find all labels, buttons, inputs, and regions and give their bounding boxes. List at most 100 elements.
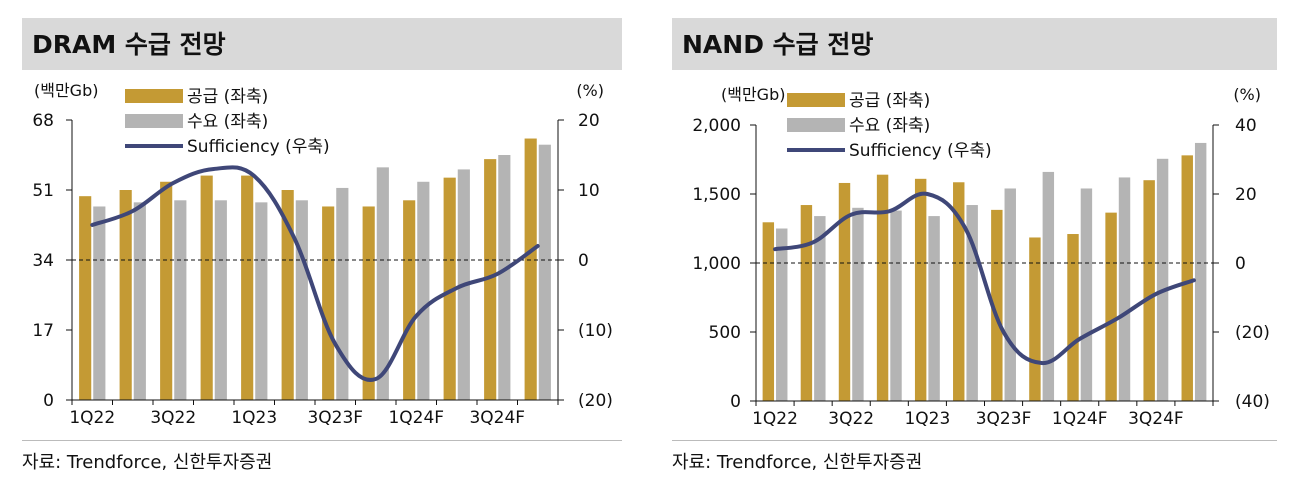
legend-sufficiency-label: Sufficiency (우축) [849,141,992,161]
demand-bar [336,187,349,400]
right-tick-label: 0 [578,251,589,271]
demand-bar [133,202,146,400]
left-axis-unit: (백만Gb) [34,81,98,100]
left-tick-label: 0 [730,392,741,412]
supply-bar [281,190,294,400]
right-axis-unit: (%) [576,81,604,100]
x-tick-label: 3Q23F [307,408,363,428]
supply-bar [1067,234,1079,401]
sufficiency-line [90,165,540,382]
left-axis-unit: (백만Gb) [721,85,785,104]
supply-bar [1105,212,1117,401]
supply-bar [991,209,1003,401]
right-tick-label: (20) [1235,323,1270,343]
supply-bar [403,200,416,400]
demand-bar [376,167,389,400]
demand-bar [890,210,902,401]
demand-bar [498,155,511,400]
left-tick-label: 2,000 [692,116,741,136]
supply-bar [524,138,537,400]
left-tick-label: 0 [43,391,54,411]
legend-demand-swatch [125,114,183,128]
right-tick-label: (40) [1235,392,1270,412]
demand-bar [538,144,551,400]
left-tick-label: 34 [32,251,54,271]
right-axis-unit: (%) [1233,85,1261,104]
x-tick-label: 3Q23F [976,409,1032,429]
x-tick-label: 1Q24F [1052,409,1108,429]
dram-chart: (백만Gb) (%) 0 17 34 51 68 (20) (10) 0 10 20 1Q22 3Q22 1… [32,81,613,428]
supply-bar [876,174,889,401]
legend-supply-label: 공급 (좌축) [849,91,930,111]
right-tick-label: 40 [1235,116,1257,136]
right-tick-label: 10 [578,181,600,201]
demand-bar [928,216,940,401]
right-tick-label: 0 [1235,254,1246,274]
demand-bar [417,181,430,400]
demand-bar [1156,158,1169,401]
left-tick-label: 1,500 [692,185,741,205]
legend-demand-label: 수요 (좌축) [187,112,268,132]
supply-bar [1143,180,1155,401]
supply-bar [1029,237,1041,401]
supply-bar [914,178,927,401]
demand-bar [214,200,227,400]
right-tick-label: 20 [578,111,600,131]
demand-bar [1080,188,1093,401]
supply-bar [838,182,851,401]
demand-bar [776,228,788,401]
supply-bar [160,181,173,400]
demand-bar [1118,177,1131,401]
dram-divider [22,440,622,441]
supply-bar [322,206,335,400]
legend-sufficiency-label: Sufficiency (우축) [187,137,330,157]
x-tick-label: 1Q23 [904,409,950,429]
dram-source: 자료: Trendforce, 신한투자증권 [22,452,273,473]
nand-chart-title: NAND 수급 전망 [672,18,1277,70]
right-tick-label: (20) [578,391,613,411]
demand-bar [814,216,826,401]
nand-divider [672,440,1277,441]
supply-bar [484,159,497,400]
demand-bar [1194,142,1207,401]
left-tick-label: 500 [709,323,741,343]
demand-bar [1004,188,1016,401]
legend-demand-label: 수요 (좌축) [849,116,930,136]
legend-supply-label: 공급 (좌축) [187,87,268,107]
left-tick-label: 17 [32,321,54,341]
legend-supply-swatch [125,89,183,103]
sufficiency-line [773,191,1196,366]
x-tick-label: 3Q22 [150,408,196,428]
nand-chart: (백만Gb) (%) 0 500 1,000 1,500 2,000 (40) (20) 0 20 4… [692,85,1270,429]
supply-bar [241,175,254,400]
x-tick-label: 3Q22 [828,409,874,429]
supply-bar [443,177,456,400]
left-tick-label: 68 [32,111,54,131]
demand-bar [852,207,864,401]
legend-supply-swatch [787,93,845,107]
right-tick-label: (10) [578,321,613,341]
supply-bar [79,196,92,400]
x-tick-label: 1Q23 [231,408,277,428]
dram-chart-title: DRAM 수급 전망 [22,18,622,70]
supply-bar [1181,155,1193,401]
nand-source: 자료: Trendforce, 신한투자증권 [672,452,923,473]
demand-bar [295,200,308,400]
x-tick-label: 3Q24F [1128,409,1184,429]
demand-bar [1042,171,1055,401]
x-tick-label: 1Q22 [69,408,115,428]
supply-bar [800,205,813,401]
demand-bar [966,205,978,401]
demand-bar [255,202,268,400]
demand-bar [174,200,187,400]
demand-bar [93,206,106,400]
dram-panel: DRAM 수급 전망 (백만Gb) (%) 0 17 34 51 68 (20) (10) 0 10… [0,0,622,483]
legend-demand-swatch [787,118,845,132]
supply-bar [362,206,375,400]
nand-panel: NAND 수급 전망 (백만Gb) (%) 0 500 1,000 1,500 2,000 (… [657,0,1279,483]
x-tick-label: 1Q22 [752,409,798,429]
supply-bar [200,175,213,400]
left-tick-label: 1,000 [692,254,741,274]
left-tick-label: 51 [32,181,54,201]
x-tick-label: 3Q24F [469,408,525,428]
